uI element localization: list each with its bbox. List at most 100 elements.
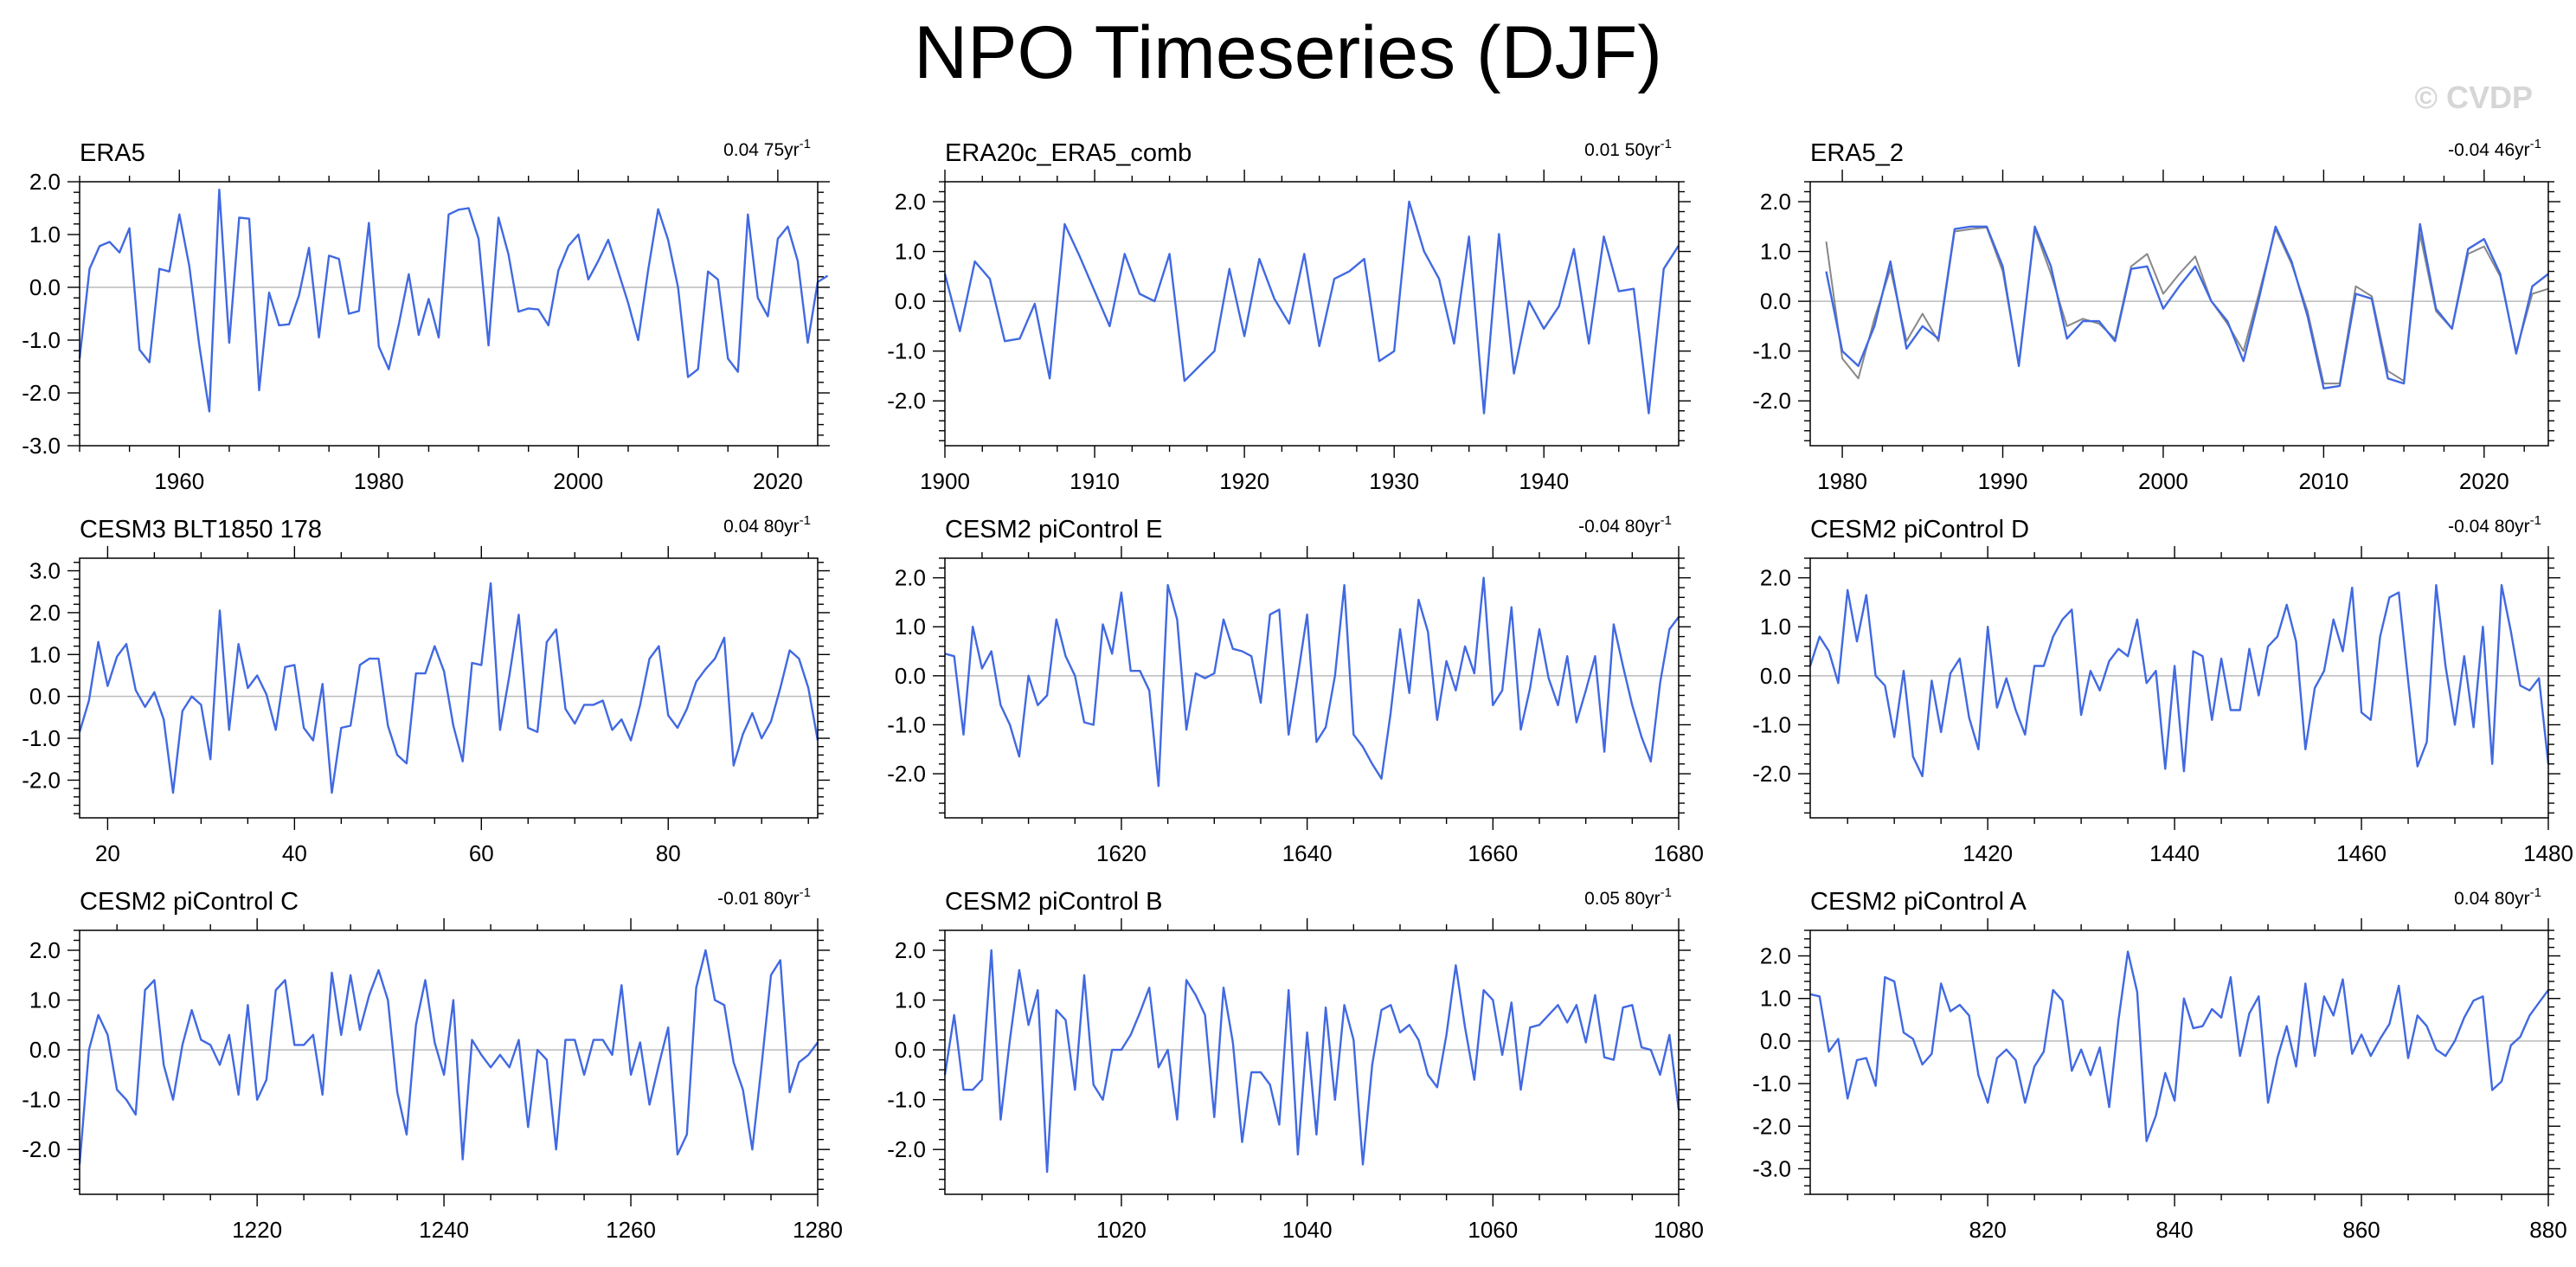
trend-value: 0.05: [1584, 889, 1625, 909]
x-tick-label: 1420: [1963, 840, 2013, 866]
trend-period: 50yr: [1625, 140, 1661, 160]
y-tick-label: 1.0: [1760, 986, 1791, 1012]
trend-label: -0.04 46yr-1: [2448, 137, 2541, 160]
x-tick-label: 1940: [1519, 468, 1569, 494]
trend-exponent: -1: [1661, 137, 1672, 151]
plot-frame: [79, 929, 819, 1195]
x-tick-label: 1040: [1282, 1217, 1333, 1243]
y-tick-label: -2.0: [22, 380, 61, 406]
panel-7: -2.0 -1.0 0.0 1.0 2.0 1220 1240 1260 1280 CESM2 p…: [22, 885, 843, 1243]
y-tick-label: -2.0: [22, 1136, 61, 1162]
plot-frame: [944, 557, 1680, 819]
x-tick-label: 820: [1969, 1217, 2006, 1243]
trend-label: -0.04 80yr-1: [2448, 513, 2541, 537]
y-tick-label: -2.0: [887, 1136, 926, 1162]
y-tick-label: -2.0: [887, 761, 926, 787]
y-tick-label: -1.0: [887, 1087, 926, 1113]
y-tick-label: 1.0: [1760, 614, 1791, 640]
x-tick-label: 1900: [920, 468, 970, 494]
trend-value: -0.04: [2448, 140, 2495, 160]
x-tick-label: 2020: [2459, 468, 2509, 494]
y-tick-label: 0.0: [29, 684, 61, 710]
trend-value: -0.04: [2448, 517, 2495, 537]
y-tick-label: 2.0: [895, 565, 926, 591]
panel-9: -3.0 -2.0 -1.0 0.0 1.0 2.0 820 840 860 880 CESM2 p…: [1752, 885, 2567, 1243]
series-line: [943, 949, 1680, 1174]
x-tick-label: 1680: [1654, 840, 1704, 866]
trend-label: 0.04 80yr-1: [2454, 885, 2541, 909]
x-tick-label: 1240: [419, 1217, 469, 1243]
trend-period: 80yr: [764, 517, 800, 537]
plot-frame: [79, 181, 819, 447]
x-tick-label: 1460: [2336, 840, 2386, 866]
plot-frame: [1809, 181, 2549, 447]
series-line: [78, 188, 829, 413]
x-tick-label: 1080: [1654, 1217, 1704, 1243]
panel-8: -2.0 -1.0 0.0 1.0 2.0 1020 1040 1060 1080 CESM2 p…: [887, 885, 1704, 1243]
y-tick-label: 2.0: [895, 937, 926, 963]
y-tick-label: 1.0: [895, 239, 926, 265]
y-tick-label: 1.0: [29, 222, 61, 248]
figure-title: NPO Timeseries (DJF): [914, 11, 1662, 94]
y-tick-label: -1.0: [887, 711, 926, 737]
x-tick-label: 20: [95, 840, 120, 866]
y-tick-label: -1.0: [1752, 338, 1791, 364]
plot-frame: [944, 929, 1680, 1195]
y-tick-label: 1.0: [895, 614, 926, 640]
trend-exponent: -1: [800, 513, 811, 528]
trend-period: 80yr: [1625, 517, 1661, 537]
y-tick-label: 0.0: [1760, 663, 1791, 689]
plot-frame: [79, 557, 819, 819]
trend-exponent: -1: [1661, 513, 1672, 528]
x-tick-label: 1980: [354, 468, 404, 494]
series-line: [943, 200, 1680, 415]
trend-exponent: -1: [1661, 885, 1672, 900]
series-line: [1825, 222, 2549, 389]
panel-title: CESM2 piControl A: [1810, 888, 2027, 916]
panel-5: -2.0 -1.0 0.0 1.0 2.0 1620 1640 1660 1680 CESM2 p…: [887, 513, 1704, 866]
series-line-secondary: [1825, 226, 2549, 385]
x-tick-label: 2000: [2138, 468, 2188, 494]
cvdp-watermark: © CVDP: [2414, 80, 2533, 115]
trend-period: 80yr: [2495, 889, 2530, 909]
trend-period: 80yr: [764, 889, 800, 909]
panel-title: CESM2 piControl B: [945, 888, 1162, 916]
series-line: [78, 582, 819, 794]
trend-period: 80yr: [1625, 889, 1661, 909]
trend-period: 46yr: [2495, 140, 2530, 160]
trend-value: -0.04: [1578, 517, 1625, 537]
y-tick-label: -1.0: [1752, 1071, 1791, 1097]
panel-title: CESM3 BLT1850 178: [80, 516, 322, 543]
trend-label: -0.04 80yr-1: [1578, 513, 1672, 537]
panel-3: -2.0 -1.0 0.0 1.0 2.0 1980 1990 2000 2010 2020 ERA…: [1752, 137, 2560, 494]
y-tick-label: 2.0: [1760, 565, 1791, 591]
trend-value: 0.04: [2454, 889, 2495, 909]
x-tick-label: 1920: [1219, 468, 1269, 494]
panel-title: ERA20c_ERA5_comb: [945, 139, 1192, 167]
panel-title: ERA5_2: [1810, 139, 1904, 167]
x-tick-label: 1060: [1468, 1217, 1518, 1243]
trend-exponent: -1: [800, 137, 811, 151]
x-tick-label: 1990: [1978, 468, 2028, 494]
x-tick-label: 860: [2342, 1217, 2380, 1243]
trend-exponent: -1: [2530, 513, 2541, 528]
trend-value: 0.04: [723, 517, 764, 537]
x-tick-label: 2010: [2298, 468, 2348, 494]
plot-frame: [944, 181, 1680, 447]
y-tick-label: 2.0: [29, 169, 61, 195]
y-tick-label: 0.0: [895, 1037, 926, 1063]
series-line: [944, 576, 1680, 788]
x-tick-label: 1020: [1096, 1217, 1147, 1243]
y-tick-label: 0.0: [895, 288, 926, 314]
trend-exponent: -1: [2530, 885, 2541, 900]
plot-frame: [1809, 929, 2549, 1195]
x-tick-label: 2000: [553, 468, 603, 494]
x-tick-label: 1480: [2523, 840, 2573, 866]
y-tick-label: -1.0: [22, 725, 61, 751]
x-tick-label: 1220: [232, 1217, 282, 1243]
y-tick-label: 2.0: [1760, 189, 1791, 215]
panel-1: -3.0 -2.0 -1.0 0.0 1.0 2.0 1960 1980 2000 2020 ERA…: [22, 137, 830, 494]
y-tick-label: 0.0: [1760, 288, 1791, 314]
panel-2: -2.0 -1.0 0.0 1.0 2.0 1900 1910 1920 1930 1940 ERA…: [887, 137, 1691, 494]
y-tick-label: -3.0: [1752, 1155, 1791, 1181]
